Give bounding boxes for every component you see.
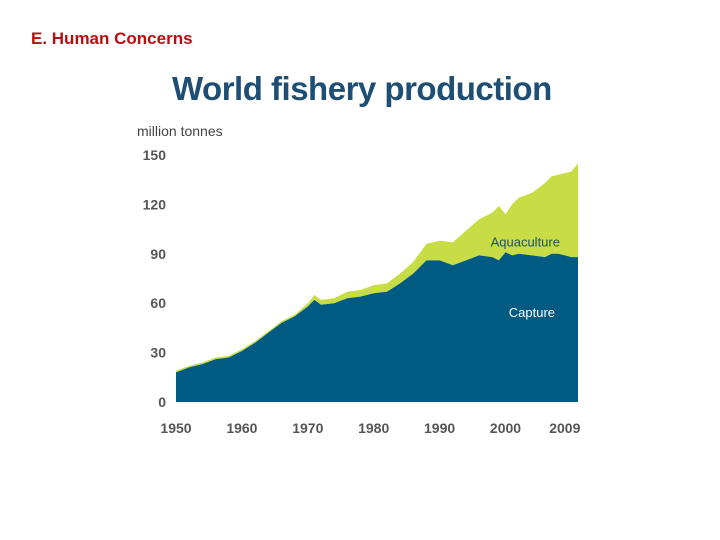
y-tick-label: 30 (150, 345, 166, 361)
label-capture: Capture (509, 305, 555, 320)
y-tick-label: 90 (150, 246, 166, 262)
y-tick-label: 120 (143, 196, 167, 212)
area-labels: Aquaculture Capture (491, 234, 560, 320)
slide-heading: E. Human Concerns (31, 29, 193, 48)
x-tick-label: 1990 (424, 420, 455, 436)
y-tick-label: 60 (150, 295, 166, 311)
x-tick-label: 2000 (490, 420, 521, 436)
x-tick-label: 2009 (549, 420, 580, 436)
x-axis-ticks: 1950 1960 1970 1980 1990 2000 2009 (160, 420, 580, 436)
x-tick-label: 1950 (160, 420, 191, 436)
label-aquaculture: Aquaculture (491, 234, 560, 249)
y-axis-unit-label: million tonnes (137, 123, 223, 139)
chart-areas (176, 163, 578, 402)
y-tick-label: 150 (143, 147, 167, 163)
chart-title: World fishery production (172, 70, 552, 107)
x-tick-label: 1960 (226, 420, 257, 436)
y-tick-label: 0 (158, 394, 166, 410)
y-axis-ticks: 0 30 60 90 120 150 (143, 147, 167, 410)
x-tick-label: 1970 (292, 420, 323, 436)
area-capture (176, 252, 578, 402)
x-tick-label: 1980 (358, 420, 389, 436)
